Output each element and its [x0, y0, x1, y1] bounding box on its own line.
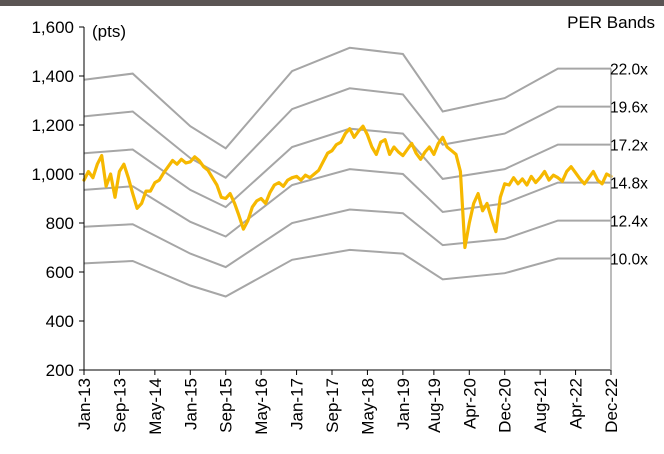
band-label-4: 12.4x	[610, 214, 648, 231]
top-border-bar	[0, 0, 664, 6]
x-tick-label-9: Jan-19	[394, 378, 413, 430]
x-tick-label-1: Sep-13	[110, 378, 129, 433]
x-tick-label-2: May-14	[146, 378, 165, 435]
band-line-1	[83, 87, 611, 179]
x-tick-label-12: Dec-20	[496, 378, 515, 433]
y-tick-label-5: 1,200	[31, 116, 74, 135]
x-tick-label-5: May-16	[252, 378, 271, 435]
x-tick-label-14: Apr-22	[567, 378, 586, 429]
x-tick-label-10: Aug-19	[425, 378, 444, 433]
band-label-0: 22.0x	[610, 62, 648, 79]
y-tick-label-7: 1,600	[31, 18, 74, 37]
x-tick-label-13: Aug-21	[531, 378, 550, 433]
band-line-4	[83, 208, 611, 269]
unit-label: (pts)	[92, 22, 126, 41]
y-tick-label-2: 600	[46, 263, 74, 282]
band-label-3: 14.8x	[610, 176, 648, 193]
band-label-1: 19.6x	[610, 100, 648, 117]
band-line-3	[83, 168, 611, 238]
x-tick-label-4: Sep-15	[217, 378, 236, 433]
x-tick-label-0: Jan-13	[75, 378, 94, 430]
y-tick-label-1: 400	[46, 312, 74, 331]
band-line-2	[83, 127, 611, 209]
band-lines	[83, 46, 611, 298]
band-label-2: 17.2x	[610, 138, 648, 155]
x-tick-label-8: May-18	[358, 378, 377, 435]
y-tick-label-6: 1,400	[31, 67, 74, 86]
y-tick-label-0: 200	[46, 361, 74, 380]
x-tick-label-3: Jan-15	[181, 378, 200, 430]
y-tick-label-4: 1,000	[31, 165, 74, 184]
band-line-5	[83, 248, 611, 298]
index-line-0	[82, 124, 613, 250]
x-tick-label-15: Dec-22	[602, 378, 621, 433]
labels: 22.0x 19.6x 17.2x 14.8x 12.4x 10.0x 200 400 600 8…	[31, 18, 648, 435]
x-tick-label-7: Sep-17	[323, 378, 342, 433]
x-tick-label-11: Apr-20	[460, 378, 479, 429]
band-line-0	[83, 46, 611, 150]
band-label-5: 10.0x	[610, 252, 648, 269]
x-tick-label-6: Jan-17	[288, 378, 307, 430]
index-series	[82, 124, 613, 250]
y-tick-label-3: 800	[46, 214, 74, 233]
axes	[79, 26, 612, 375]
legend-title: PER Bands	[567, 13, 655, 32]
